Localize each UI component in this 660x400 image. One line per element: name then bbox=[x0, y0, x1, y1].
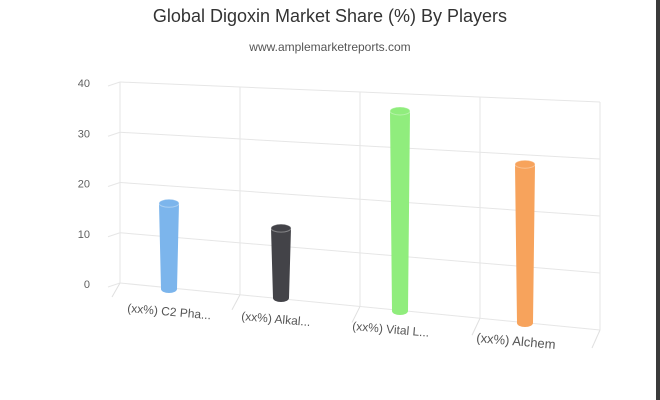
gridline-side bbox=[107, 282, 121, 288]
y-axis-ticks: 0 10 20 30 40 bbox=[78, 78, 90, 291]
bar[interactable] bbox=[514, 159, 536, 327]
x-tick-label: (xx%) Alchem bbox=[476, 330, 556, 352]
bar-top bbox=[514, 159, 536, 169]
x-axis-labels: (xx%) C2 Pha... (xx%) Alkal... (xx%) Vital… bbox=[127, 301, 556, 352]
gridline-side bbox=[107, 182, 121, 187]
floor-divider bbox=[591, 329, 601, 349]
gridline-side bbox=[107, 81, 121, 87]
bar[interactable] bbox=[389, 106, 411, 315]
x-tick-label: (xx%) C2 Pha... bbox=[127, 301, 212, 322]
bar-body bbox=[390, 110, 410, 315]
bar-top bbox=[389, 106, 411, 116]
bar-body bbox=[515, 164, 535, 327]
bar-body bbox=[159, 203, 179, 293]
bar-top bbox=[158, 198, 180, 208]
floor-divider bbox=[351, 306, 361, 323]
y-tick-label: 10 bbox=[78, 229, 90, 241]
floor-divider bbox=[111, 282, 121, 298]
y-tick-label: 0 bbox=[84, 279, 90, 291]
chart-subtitle: www.amplemarketreports.com bbox=[249, 40, 411, 54]
gridline-side bbox=[107, 232, 121, 238]
bar[interactable] bbox=[158, 198, 180, 293]
y-tick-label: 30 bbox=[78, 128, 90, 140]
right-edge-border bbox=[656, 0, 660, 400]
bar-body bbox=[271, 228, 291, 302]
x-tick-label: (xx%) Vital L... bbox=[352, 319, 430, 340]
grid bbox=[107, 81, 601, 349]
y-tick-label: 20 bbox=[78, 179, 90, 191]
bar[interactable] bbox=[270, 223, 292, 302]
floor-divider bbox=[471, 318, 481, 336]
floor-divider bbox=[231, 294, 241, 310]
bar-top bbox=[270, 223, 292, 233]
chart-title: Global Digoxin Market Share (%) By Playe… bbox=[152, 6, 508, 26]
gridline-side bbox=[107, 131, 121, 137]
y-tick-label: 40 bbox=[78, 78, 90, 90]
bars bbox=[158, 106, 536, 327]
x-tick-label: (xx%) Alkal... bbox=[241, 309, 311, 329]
